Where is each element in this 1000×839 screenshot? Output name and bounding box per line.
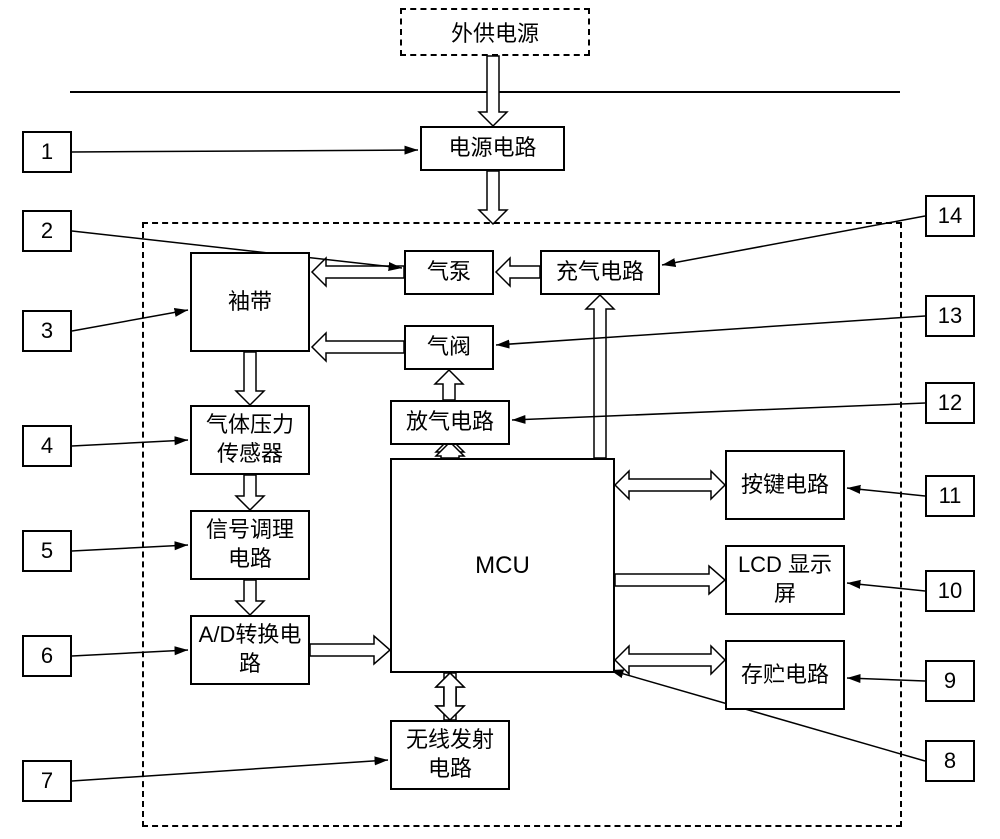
pump-box: 气泵 xyxy=(404,250,494,295)
valve-box: 气阀 xyxy=(404,325,494,370)
num-12: 12 xyxy=(925,382,975,424)
radio-box: 无线发射电路 xyxy=(390,720,510,790)
adc-label: A/D转换电路 xyxy=(196,621,304,678)
key-label: 按键电路 xyxy=(741,471,829,500)
num-1: 1 xyxy=(22,131,72,173)
adc-box: A/D转换电路 xyxy=(190,615,310,685)
deflate-label: 放气电路 xyxy=(406,408,494,437)
lcd-box: LCD 显示屏 xyxy=(725,545,845,615)
inflate-box: 充气电路 xyxy=(540,250,660,295)
power-label: 电源电路 xyxy=(448,134,536,163)
cond-label: 信号调理电路 xyxy=(196,516,304,573)
radio-label: 无线发射电路 xyxy=(396,726,504,783)
num-2: 2 xyxy=(22,210,72,252)
num-5: 5 xyxy=(22,530,72,572)
num-13: 13 xyxy=(925,295,975,337)
num-14: 14 xyxy=(925,195,975,237)
mcu-box: MCU xyxy=(390,458,615,673)
pump-label: 气泵 xyxy=(427,258,471,287)
store-box: 存贮电路 xyxy=(725,640,845,710)
num-7: 7 xyxy=(22,760,72,802)
sensor-label: 气体压力传感器 xyxy=(196,411,304,468)
ext-power-box: 外供电源 xyxy=(400,8,590,56)
num-9: 9 xyxy=(925,660,975,702)
sensor-box: 气体压力传感器 xyxy=(190,405,310,475)
ext-power-label: 外供电源 xyxy=(451,16,539,48)
cond-box: 信号调理电路 xyxy=(190,510,310,580)
num-10: 10 xyxy=(925,570,975,612)
deflate-box: 放气电路 xyxy=(390,400,510,445)
num-11: 11 xyxy=(925,475,975,517)
power-box: 电源电路 xyxy=(420,126,565,171)
mcu-label: MCU xyxy=(475,550,530,581)
valve-label: 气阀 xyxy=(427,333,471,362)
cuff-box: 袖带 xyxy=(190,252,310,352)
num-3: 3 xyxy=(22,310,72,352)
inflate-label: 充气电路 xyxy=(556,258,644,287)
num-4: 4 xyxy=(22,425,72,467)
cuff-label: 袖带 xyxy=(228,288,272,317)
lcd-label: LCD 显示屏 xyxy=(731,551,839,608)
store-label: 存贮电路 xyxy=(741,661,829,690)
num-8: 8 xyxy=(925,740,975,782)
num-6: 6 xyxy=(22,635,72,677)
key-box: 按键电路 xyxy=(725,450,845,520)
